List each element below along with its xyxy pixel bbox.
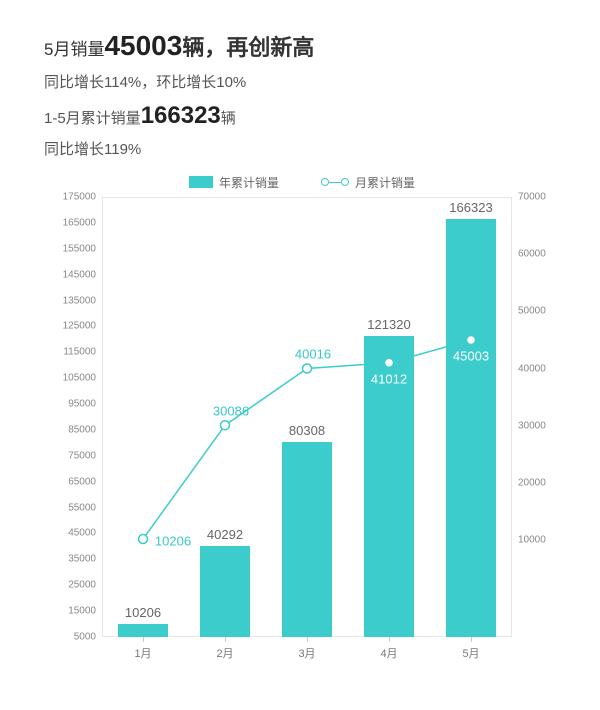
legend-bar-swatch xyxy=(189,176,213,188)
line-value-label: 41012 xyxy=(371,371,407,386)
line-value-label: 40016 xyxy=(295,347,331,362)
legend-line-label: 月累计销量 xyxy=(355,174,415,191)
line3-big: 166323 xyxy=(141,102,221,129)
line-marker xyxy=(385,358,394,367)
line-marker xyxy=(467,335,476,344)
headline-3: 1-5月累计销量166323辆 xyxy=(44,99,580,133)
page: 5月销量45003辆，再创新高 同比增长114%，环比增长10% 1-5月累计销… xyxy=(0,0,600,710)
line-value-label: 45003 xyxy=(453,348,489,363)
headline-4: 同比增长119% xyxy=(44,139,580,160)
line1-bold: 再创新高 xyxy=(226,35,314,60)
line3-prefix: 1-5月累计销量 xyxy=(44,110,141,127)
legend-line-swatch xyxy=(321,178,349,186)
legend-bar-item: 年累计销量 xyxy=(189,174,279,191)
line1-unit: 辆， xyxy=(182,35,226,60)
line1-prefix: 5月销量 xyxy=(44,40,104,59)
line1-big: 45003 xyxy=(104,30,182,61)
line-value-label: 10206 xyxy=(155,534,191,549)
line3-unit: 辆 xyxy=(221,110,236,127)
line-marker xyxy=(139,535,148,544)
sales-chart: 5000150002500035000450005500065000750008… xyxy=(52,197,572,667)
legend-line-item: 月累计销量 xyxy=(321,174,415,191)
headline-2: 同比增长114%，环比增长10% xyxy=(44,72,580,93)
headline-1: 5月销量45003辆，再创新高 xyxy=(44,28,580,64)
legend-bar-label: 年累计销量 xyxy=(219,174,279,191)
line-value-label: 30086 xyxy=(213,404,249,419)
line-marker xyxy=(303,364,312,373)
line-series xyxy=(52,197,572,667)
chart-legend: 年累计销量 月累计销量 xyxy=(44,174,580,191)
line-marker xyxy=(221,421,230,430)
